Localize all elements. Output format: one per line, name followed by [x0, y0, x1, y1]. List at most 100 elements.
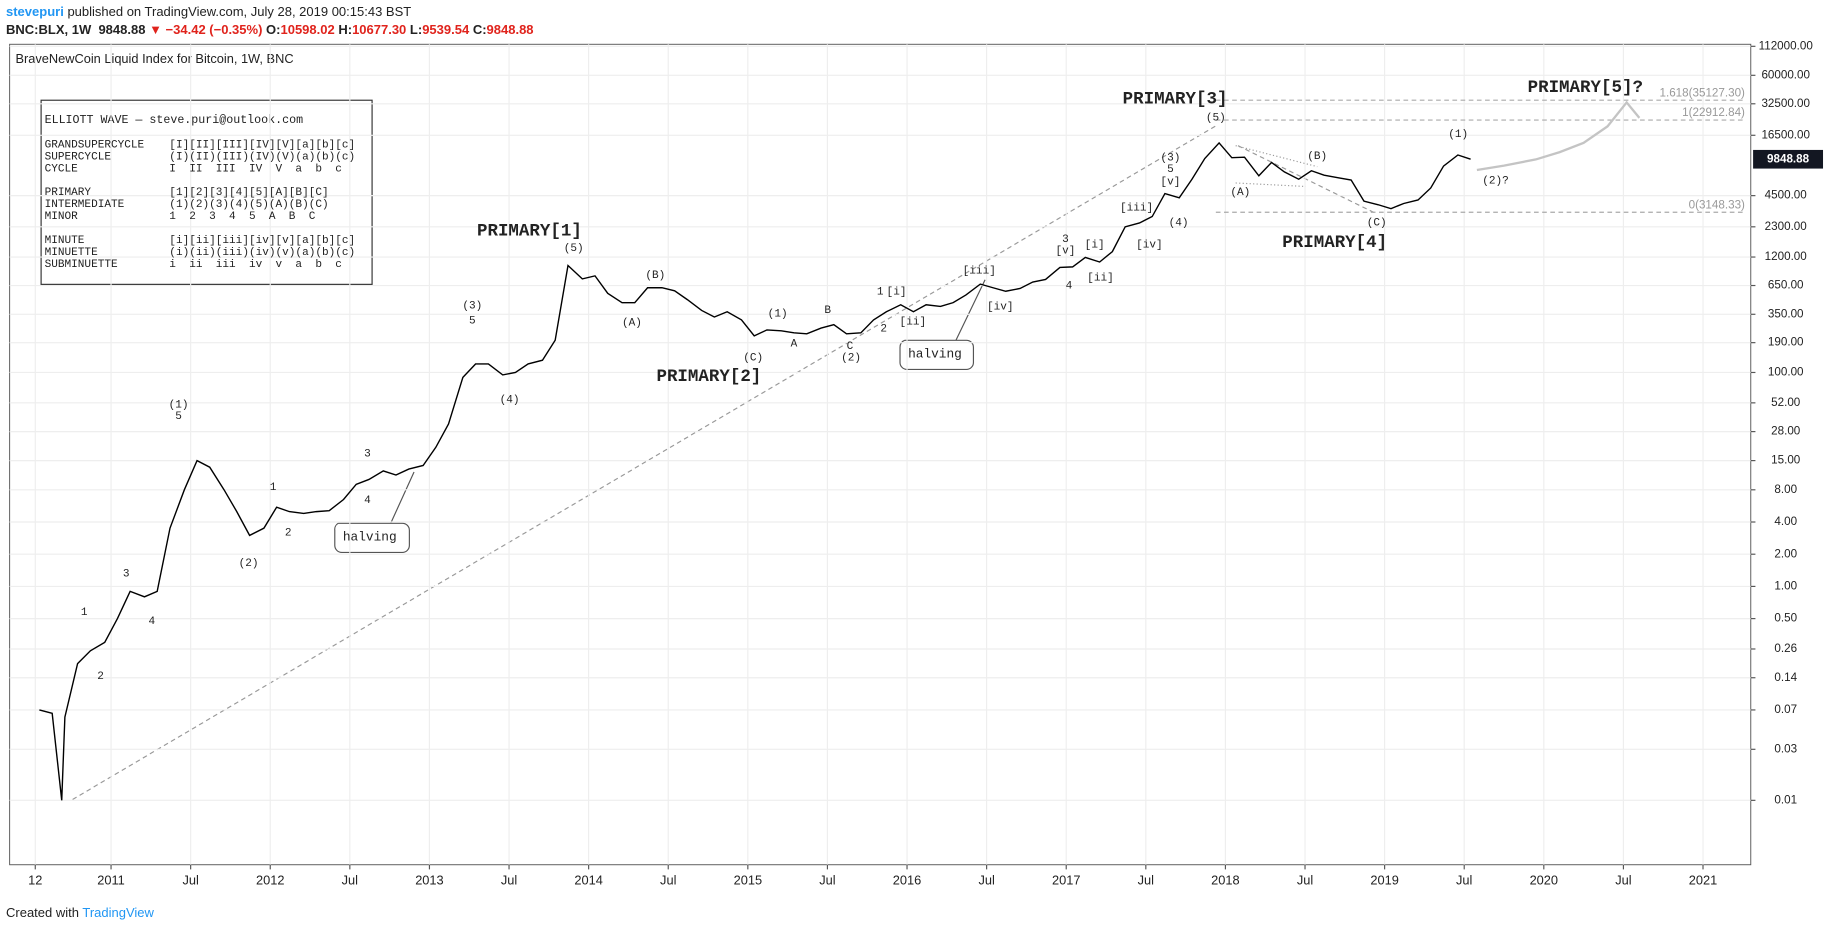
wave-label: [i]	[1085, 240, 1105, 252]
wave-label: 2	[97, 671, 104, 683]
callout	[334, 471, 415, 553]
x-tick-label: 12	[28, 872, 42, 887]
plot-frame	[9, 43, 1752, 866]
y-tick-label: 0.14	[1774, 671, 1797, 684]
primary-label: PRIMARY[5]?	[1528, 78, 1643, 98]
brand[interactable]: TradingView	[82, 905, 154, 920]
wave-label: 3	[123, 568, 130, 580]
wave-degree: MINOR	[45, 211, 79, 223]
ohlc-key: L:	[409, 22, 423, 37]
y-tick-label: 0.07	[1774, 703, 1797, 716]
wave-label: 1	[877, 286, 884, 298]
wave-legend-box	[40, 99, 373, 285]
wave-notation: i ii iii iv v a b c	[169, 259, 342, 271]
wave-label: (1)	[1448, 129, 1468, 141]
ohlc-key: O:	[266, 22, 281, 37]
x-tick-label: Jul	[182, 872, 198, 887]
primary-label: PRIMARY[1]	[477, 221, 582, 241]
wave-label: (A)	[1230, 187, 1250, 199]
ohlc-key: C:	[472, 22, 487, 37]
wave-label: 5	[469, 315, 476, 327]
wave-notation: [1][2][3][4][5][A][B][C]	[169, 187, 328, 199]
x-tick-label: 2011	[97, 872, 125, 887]
wave-label: [v]	[1160, 177, 1180, 189]
ohlc: O:10598.02 H:10677.30 L:9539.54 C:9848.8…	[266, 22, 537, 37]
wave-notation: (I)(II)(III)(IV)(V)(a)(b)(c)	[169, 151, 355, 163]
y-tick-label: 650.00	[1768, 279, 1804, 292]
wave-label: (2)?	[1482, 176, 1509, 188]
y-tick-label: 112000.00	[1759, 39, 1814, 52]
x-tick-label: Jul	[1138, 872, 1154, 887]
trend-line	[72, 125, 1217, 800]
wave-notation: (i)(ii)(iii)(iv)(v)(a)(b)(c)	[169, 247, 355, 259]
wave-label: 4	[148, 616, 155, 628]
price-line	[39, 141, 1471, 801]
last-price-box	[1753, 149, 1824, 169]
wave-degree: CYCLE	[45, 163, 79, 175]
wave-label: 5	[1167, 164, 1174, 176]
wave-label: 3	[364, 448, 371, 460]
wave-label: (3)	[1160, 152, 1180, 164]
x-tick-label: 2019	[1370, 872, 1398, 887]
x-tick-label: 2014	[574, 872, 602, 887]
wave-label: 1	[81, 607, 88, 619]
wave-label: [v]	[1056, 245, 1076, 257]
x-tick-label: Jul	[819, 872, 835, 887]
author[interactable]: stevepuri	[6, 4, 64, 19]
footer: Created with TradingView	[6, 905, 154, 920]
last-price-label: 9848.88	[1767, 152, 1810, 165]
wave-label: C	[847, 341, 854, 353]
wave-label: [iv]	[1136, 240, 1163, 252]
symbol: BNC:BLX, 1W	[6, 22, 92, 37]
y-tick-label: 100.00	[1768, 366, 1804, 379]
ohlc-value: 10598.02	[280, 22, 335, 37]
wave-label: (C)	[743, 353, 763, 365]
published: published on TradingView.com, July 28, 2…	[67, 4, 412, 19]
x-tick-label: Jul	[342, 872, 358, 887]
primary-label: PRIMARY[4]	[1282, 233, 1387, 253]
wave-label: (A)	[622, 318, 642, 330]
fib-label: 1.618(35127.30)	[1660, 86, 1746, 99]
primary-label: PRIMARY[3]	[1123, 90, 1228, 110]
wave-label: (4)	[500, 395, 520, 407]
wave-notation: (1)(2)(3)(4)(5)(A)(B)(C)	[169, 199, 328, 211]
wave-degree: SUPERCYCLE	[45, 151, 112, 163]
channel-line	[1235, 182, 1306, 188]
x-tick-label: 2012	[256, 872, 284, 887]
y-tick-label: 15.00	[1771, 454, 1801, 467]
wave-label: (1)	[169, 399, 189, 411]
wave-notation: 1 2 3 4 5 A B C	[169, 211, 315, 223]
wave-label: (5)	[564, 243, 584, 255]
callout	[899, 279, 986, 371]
halving-note: halving	[908, 347, 962, 362]
x-tick-label: 2021	[1689, 872, 1717, 887]
wave-label: [ii]	[1087, 272, 1114, 284]
wave-notation: [i][ii][iii][iv][v][a][b][c]	[169, 235, 355, 247]
wave-label: 4	[364, 495, 371, 507]
wave-notation: [I][II][III][IV][V][a][b][c]	[169, 139, 355, 151]
y-tick-label: 350.00	[1768, 307, 1804, 320]
wave-label: 1	[270, 482, 277, 494]
y-tick-label: 8.00	[1774, 483, 1797, 496]
wave-label: (C)	[1367, 218, 1387, 230]
chart-title: BraveNewCoin Liquid Index for Bitcoin, 1…	[15, 51, 293, 66]
wave-degree: PRIMARY	[45, 187, 92, 199]
primary-label: PRIMARY[2]	[656, 367, 761, 387]
last: 9848.88	[98, 22, 146, 37]
wave-label: (4)	[1169, 218, 1189, 230]
x-tick-label: Jul	[1297, 872, 1313, 887]
x-tick-label: Jul	[978, 872, 994, 887]
trend-line	[1237, 145, 1376, 214]
y-tick-label: 1200.00	[1765, 250, 1808, 263]
wave-degree: SUBMINUETTE	[45, 259, 118, 271]
fib-label: 0(3148.33)	[1689, 198, 1745, 211]
x-tick-label: 2015	[734, 872, 762, 887]
x-tick-label: Jul	[1615, 872, 1631, 887]
y-tick-label: 2300.00	[1765, 220, 1808, 233]
y-tick-label: 60000.00	[1761, 68, 1810, 81]
header-line: stevepuri published on TradingView.com, …	[6, 4, 411, 19]
x-tick-label: 2018	[1211, 872, 1239, 887]
y-tick-label: 4.00	[1774, 515, 1797, 528]
y-tick-label: 0.01	[1774, 793, 1797, 806]
